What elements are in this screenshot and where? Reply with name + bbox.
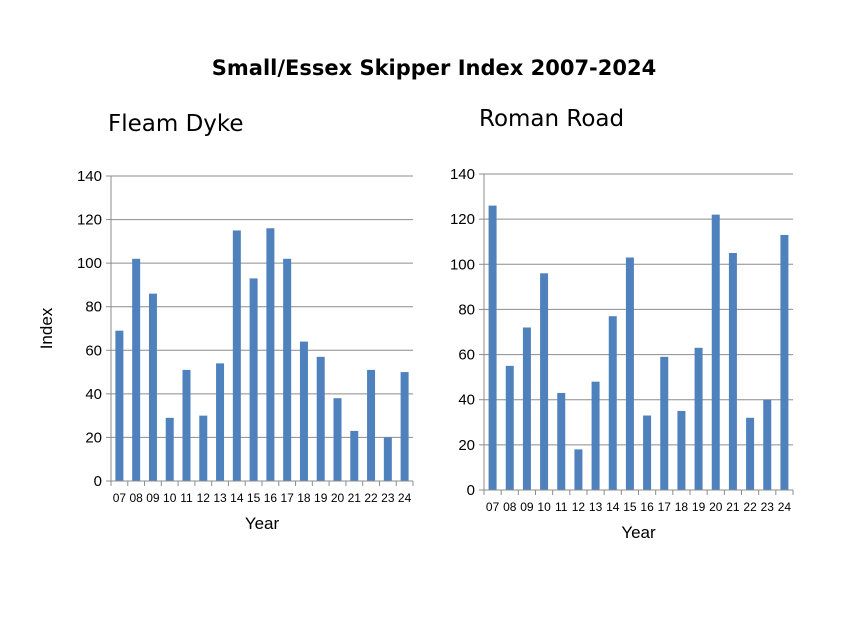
bar — [694, 347, 703, 490]
x-tick-label: 10 — [537, 500, 551, 514]
x-tick-label: 24 — [398, 491, 412, 505]
bar — [643, 415, 652, 490]
y-tick-label: 80 — [85, 299, 102, 316]
bar — [266, 228, 275, 481]
bar — [711, 214, 720, 490]
bar — [350, 430, 359, 481]
y-tick-label: 100 — [450, 256, 475, 273]
bar — [115, 330, 124, 481]
bar — [316, 356, 325, 481]
y-tick-label: 0 — [467, 482, 475, 499]
bar — [199, 415, 208, 481]
bar — [182, 369, 191, 481]
bar — [608, 316, 617, 490]
x-tick-label: 14 — [230, 491, 244, 505]
x-tick-label: 07 — [113, 491, 127, 505]
x-tick-label: 08 — [503, 500, 517, 514]
x-tick-label: 12 — [572, 500, 586, 514]
bar — [148, 293, 157, 481]
chart-title-roman-road: Roman Road — [479, 106, 625, 132]
x-tick-label: 24 — [778, 500, 792, 514]
x-tick-label: 22 — [364, 491, 378, 505]
x-axis-label: Year — [245, 514, 280, 533]
y-tick-label: 60 — [458, 347, 475, 364]
y-tick-label: 140 — [450, 166, 475, 183]
x-tick-label: 19 — [314, 491, 328, 505]
y-tick-label: 40 — [85, 386, 102, 403]
y-tick-label: 0 — [94, 473, 102, 490]
x-tick-label: 08 — [129, 491, 143, 505]
x-tick-label: 22 — [743, 500, 757, 514]
bar — [677, 411, 686, 490]
x-tick-label: 17 — [280, 491, 294, 505]
bar — [132, 258, 141, 481]
bar — [283, 258, 292, 481]
y-tick-label: 120 — [77, 212, 102, 229]
x-tick-label: 09 — [520, 500, 534, 514]
x-tick-label: 23 — [761, 500, 775, 514]
y-tick-label: 60 — [85, 342, 102, 359]
x-tick-label: 11 — [555, 500, 568, 514]
bar — [505, 365, 514, 490]
bar — [165, 417, 174, 481]
x-tick-label: 14 — [606, 500, 620, 514]
x-tick-label: 20 — [331, 491, 345, 505]
bar — [780, 234, 789, 490]
y-tick-label: 20 — [85, 429, 102, 446]
bar — [299, 341, 308, 481]
bar — [249, 278, 258, 481]
x-tick-label: 07 — [486, 500, 500, 514]
bar — [488, 205, 497, 490]
x-tick-label: 09 — [146, 491, 160, 505]
x-tick-label: 11 — [180, 491, 193, 505]
bar — [367, 369, 376, 481]
bar — [591, 381, 600, 490]
y-tick-label: 80 — [458, 301, 475, 318]
y-tick-label: 140 — [77, 168, 102, 185]
y-tick-label: 20 — [458, 437, 475, 454]
chart-title-fleam-dyke: Fleam Dyke — [108, 111, 244, 137]
x-tick-label: 10 — [163, 491, 177, 505]
bar — [728, 253, 737, 490]
bar — [383, 437, 392, 481]
bar — [660, 356, 669, 490]
x-axis-label: Year — [621, 523, 656, 542]
x-tick-label: 17 — [658, 500, 672, 514]
bar — [625, 257, 634, 490]
bar — [557, 392, 566, 490]
x-tick-label: 16 — [264, 491, 278, 505]
bar — [540, 273, 549, 490]
bar — [763, 399, 772, 490]
bar — [746, 417, 755, 490]
x-tick-label: 20 — [709, 500, 723, 514]
y-tick-label: 120 — [450, 211, 475, 228]
x-tick-label: 18 — [675, 500, 689, 514]
bar — [574, 449, 583, 490]
x-tick-label: 12 — [197, 491, 211, 505]
x-tick-label: 15 — [623, 500, 637, 514]
main-title: Small/Essex Skipper Index 2007-2024 — [211, 56, 657, 80]
x-tick-label: 19 — [692, 500, 706, 514]
bar — [232, 230, 241, 481]
bar — [522, 327, 531, 490]
y-axis-label: Index — [37, 307, 56, 349]
x-tick-label: 18 — [297, 491, 311, 505]
bar — [400, 372, 409, 481]
x-tick-label: 23 — [381, 491, 395, 505]
y-tick-label: 40 — [458, 392, 475, 409]
x-tick-label: 13 — [213, 491, 227, 505]
bar — [216, 363, 225, 481]
x-tick-label: 15 — [247, 491, 261, 505]
y-tick-label: 100 — [77, 255, 102, 272]
x-tick-label: 16 — [640, 500, 654, 514]
bar — [333, 398, 342, 481]
x-tick-label: 13 — [589, 500, 603, 514]
x-tick-label: 21 — [348, 491, 362, 505]
x-tick-label: 21 — [726, 500, 740, 514]
